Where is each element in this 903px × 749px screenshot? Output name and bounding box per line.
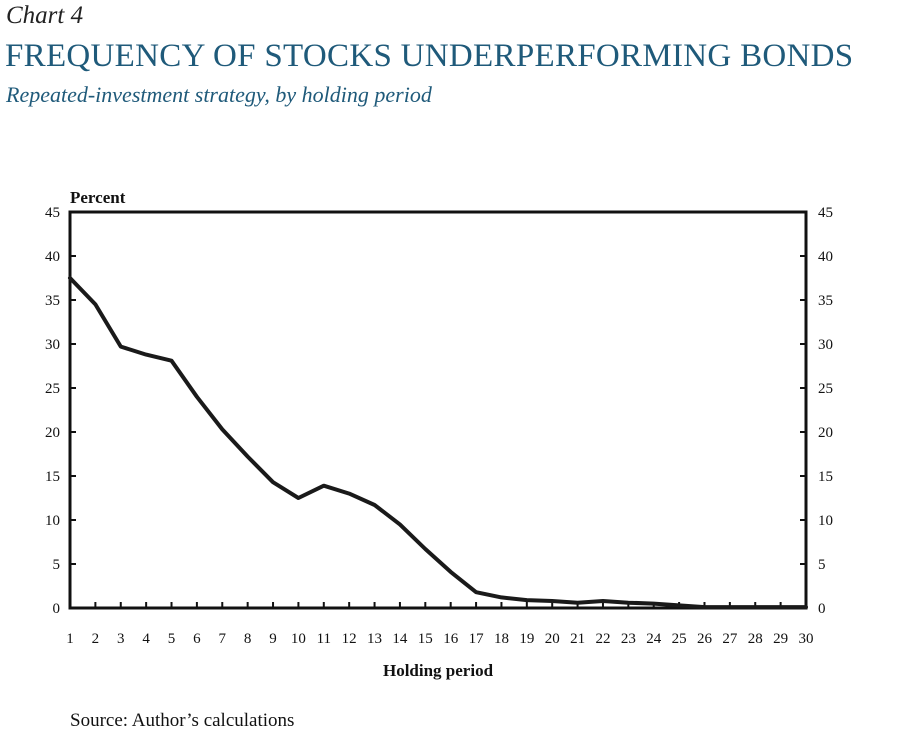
- x-tick-label: 24: [646, 631, 662, 647]
- chart-number-label: Chart 4: [6, 2, 84, 29]
- y-tick-label-right: 5: [818, 557, 826, 573]
- y-tick-label-right: 20: [818, 425, 833, 441]
- y-axis-title: Percent: [70, 188, 126, 207]
- x-tick-label: 11: [317, 631, 331, 647]
- x-tick-label: 4: [142, 631, 150, 647]
- x-tick-label: 9: [269, 631, 277, 647]
- x-tick-label: 2: [92, 631, 100, 647]
- y-tick-label-left: 30: [45, 337, 60, 353]
- x-tick-label: 22: [595, 631, 610, 647]
- x-tick-label: 28: [748, 631, 763, 647]
- y-tick-label-left: 45: [45, 205, 60, 221]
- x-tick-label: 17: [469, 631, 485, 647]
- x-tick-label: 25: [672, 631, 687, 647]
- x-tick-label: 15: [418, 631, 433, 647]
- x-tick-label: 10: [291, 631, 306, 647]
- y-tick-label-right: 15: [818, 469, 833, 485]
- x-axis-title: Holding period: [383, 661, 494, 680]
- y-tick-label-left: 25: [45, 381, 60, 397]
- y-tick-label-left: 5: [53, 557, 61, 573]
- x-tick-label: 18: [494, 631, 509, 647]
- x-tick-label: 7: [219, 631, 227, 647]
- y-tick-label-right: 40: [818, 249, 833, 265]
- y-tick-label-right: 0: [818, 601, 826, 617]
- x-tick-label: 1: [66, 631, 74, 647]
- plot-frame: [68, 210, 808, 610]
- x-tick-label: 26: [697, 631, 713, 647]
- x-tick-label: 3: [117, 631, 125, 647]
- ticks-layer: [69, 211, 807, 609]
- y-tick-label-right: 25: [818, 381, 833, 397]
- series-layer: [68, 276, 808, 610]
- source-note: Source: Author’s calculations: [70, 710, 295, 731]
- x-tick-label: 21: [570, 631, 585, 647]
- x-tick-label: 19: [519, 631, 534, 647]
- x-tick-label: 23: [621, 631, 636, 647]
- x-tick-label: 8: [244, 631, 252, 647]
- y-tick-label-left: 0: [53, 601, 61, 617]
- y-tick-label-right: 10: [818, 513, 833, 529]
- y-tick-label-right: 45: [818, 205, 833, 221]
- chart-subtitle: Repeated-investment strategy, by holding…: [6, 82, 432, 107]
- x-tick-label: 12: [342, 631, 357, 647]
- y-tick-label-left: 35: [45, 293, 60, 309]
- x-tick-label: 5: [168, 631, 176, 647]
- y-tick-label-right: 30: [818, 337, 833, 353]
- x-tick-label: 16: [443, 631, 459, 647]
- y-tick-label-right: 35: [818, 293, 833, 309]
- axes-layer: [68, 210, 808, 610]
- x-tick-label: 30: [799, 631, 814, 647]
- y-tick-label-left: 15: [45, 469, 60, 485]
- y-tick-label-left: 40: [45, 249, 60, 265]
- chart-title: FREQUENCY OF STOCKS UNDERPERFORMING BOND…: [5, 38, 854, 74]
- x-tick-label: 13: [367, 631, 382, 647]
- x-tick-label: 27: [722, 631, 738, 647]
- x-tick-label: 20: [545, 631, 560, 647]
- y-tick-label-left: 20: [45, 425, 60, 441]
- series-line: [68, 276, 808, 610]
- y-tick-label-left: 10: [45, 513, 60, 529]
- x-tick-label: 6: [193, 631, 201, 647]
- x-tick-label: 14: [392, 631, 408, 647]
- x-tick-label: 29: [773, 631, 788, 647]
